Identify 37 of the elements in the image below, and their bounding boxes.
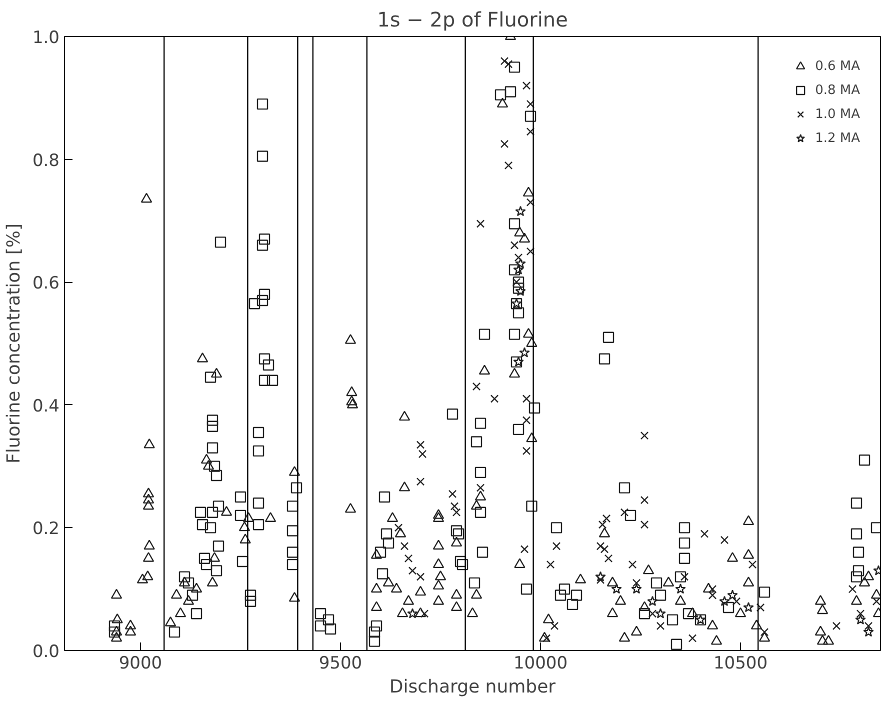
- legend-label: 1.0 MA: [815, 106, 860, 122]
- point: [655, 608, 666, 618]
- x-axis-title: Discharge number: [389, 676, 556, 698]
- chart-title: 1s − 2p of Fluorine: [377, 8, 568, 32]
- point: [647, 596, 658, 606]
- y-tick-label: 0.6: [32, 274, 60, 294]
- point: [513, 356, 524, 367]
- point: [515, 206, 526, 216]
- y-tick-label: 0.2: [32, 519, 60, 540]
- point: [694, 614, 706, 626]
- y-tick-label: 0.8: [32, 150, 60, 171]
- x-tick-label: 10500: [713, 654, 768, 674]
- point: [511, 298, 522, 308]
- x-tick-label: 9500: [318, 654, 362, 674]
- point: [595, 571, 606, 582]
- legend-label: 0.8 MA: [815, 82, 860, 98]
- point: [855, 614, 866, 624]
- point: [743, 602, 754, 612]
- point: [519, 347, 530, 358]
- y-axis-title: Fluorine concentration [%]: [3, 224, 24, 464]
- point: [515, 286, 526, 296]
- point: [719, 596, 730, 606]
- x-tick-label: 9000: [118, 654, 162, 674]
- point: [675, 584, 686, 594]
- legend-label: 1.2 MA: [815, 130, 860, 146]
- point: [513, 264, 524, 274]
- legend-label: 0.6 MA: [815, 58, 860, 74]
- y-tick-label: 1.0: [32, 28, 60, 48]
- point: [863, 626, 874, 637]
- point: [611, 584, 622, 594]
- point: [515, 258, 526, 268]
- point: [727, 590, 738, 600]
- y-tick-label: 0.0: [32, 642, 60, 662]
- point: [631, 584, 642, 594]
- y-tick-label: 0.4: [32, 396, 60, 416]
- x-tick-label: 10000: [513, 654, 568, 674]
- point: [407, 608, 418, 618]
